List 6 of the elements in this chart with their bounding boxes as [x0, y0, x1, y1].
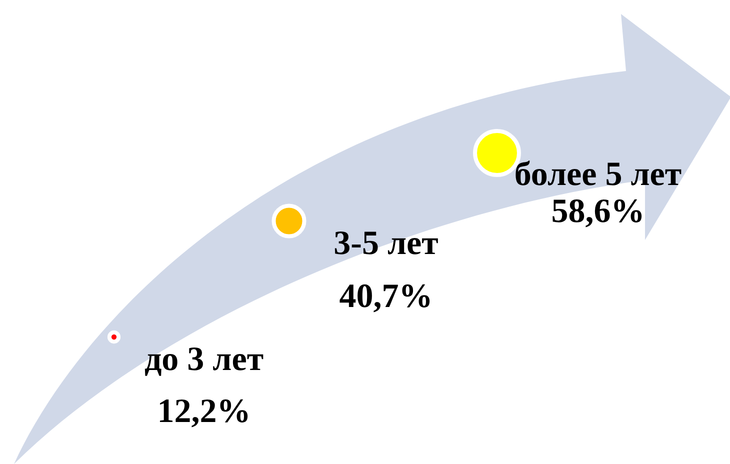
category-label: до 3 лет	[144, 341, 264, 378]
category-label: 3-5 лет	[334, 225, 439, 262]
data-label: 12,2%	[157, 393, 251, 430]
category-label: более 5 лет	[514, 156, 682, 193]
data-label: 58,6%	[551, 193, 645, 230]
data-label: 40,7%	[339, 278, 433, 315]
